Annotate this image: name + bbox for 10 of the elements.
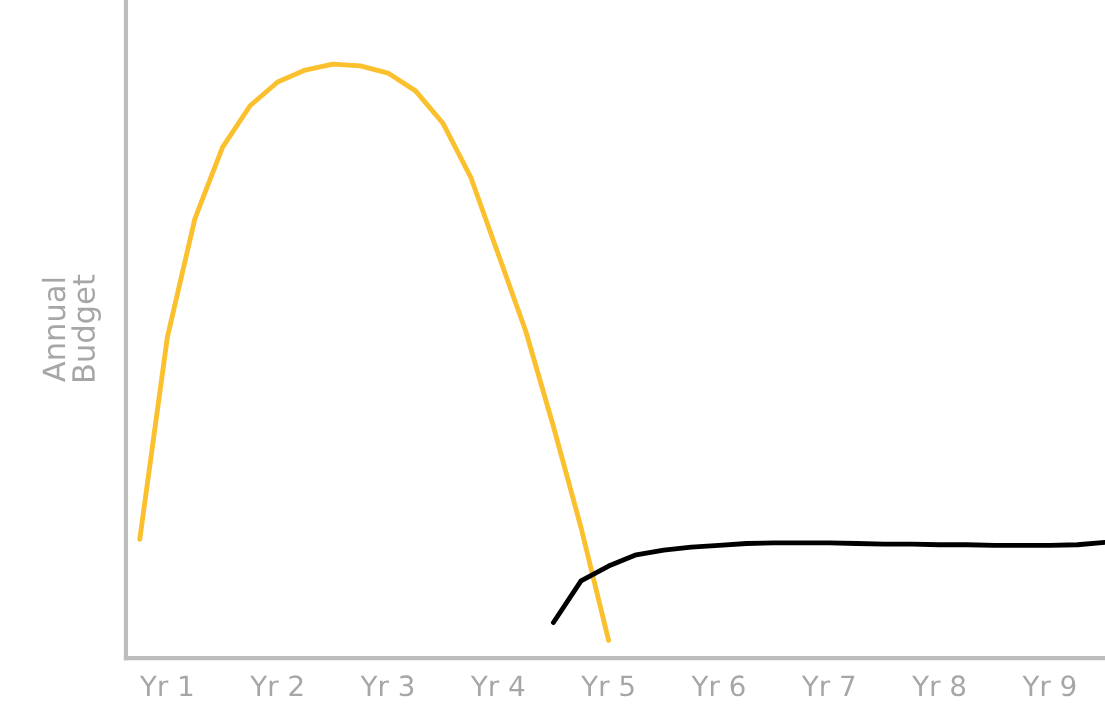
x-tick-label: Yr 6 [691, 675, 745, 697]
x-tick-label: Yr 8 [912, 675, 966, 697]
x-tick-label: Yr 3 [360, 675, 414, 697]
x-tick-label: Yr 7 [801, 675, 855, 696]
x-tick-label: Yr 2 [250, 675, 303, 696]
x-tick-label: Yr 4 [470, 675, 525, 696]
x-tick-label: Yr 9 [1022, 675, 1076, 697]
y-axis-title: Annual Budget [41, 274, 101, 382]
x-tick-label: Yr 1 [139, 675, 193, 696]
x-tick-label: Yr 5 [581, 675, 634, 697]
